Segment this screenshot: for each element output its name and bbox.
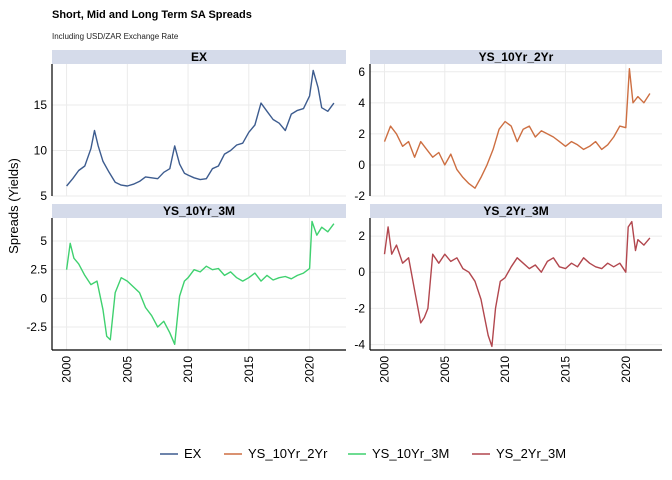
y-tick-label: -2 [354,301,365,315]
x-tick-label: 2000 [377,356,391,383]
legend-label: YS_10Yr_3M [372,446,449,461]
strip-label: EX [191,50,207,64]
legend: EX YS_10Yr_2Yr YS_10Yr_3M YS_2Yr_3M [160,446,566,461]
strip-background [52,204,346,218]
x-tick-label: 2010 [498,356,512,383]
chart-subtitle: Including USD/ZAR Exchange Rate [52,32,179,41]
x-tick-label: 2000 [60,356,74,383]
panel-2: YS_10Yr_3M -2.5 0 2.5 5 2000 2005 2010 2015 2020 [26,204,346,383]
y-axis-title: Spreads (Yields) [6,158,21,254]
y-tick-label: -2 [354,189,365,203]
x-tick-label: 2020 [619,356,633,383]
panels-group: EX 5 10 15 YS_10Yr_2Yr -2 0 2 4 6 YS_10Yr_3M -2.5 0 2… [26,50,662,383]
strip-label: YS_10Yr_2Yr [479,50,554,64]
legend-label: YS_2Yr_3M [496,446,566,461]
y-tick-label: 0 [40,291,47,305]
strip-label: YS_2Yr_3M [483,204,548,218]
y-tick-label: 4 [358,96,365,110]
x-tick-label: 2015 [242,356,256,383]
strip-background [370,50,662,64]
x-tick-label: 2015 [558,356,572,383]
y-tick-label: 6 [358,65,365,79]
y-tick-label: 2.5 [30,263,47,277]
legend-item-EX: EX [160,446,202,461]
series-line-YS_2Yr_3M [383,220,651,348]
y-tick-label: 2 [358,229,365,243]
y-tick-label: 0 [358,158,365,172]
strip-background [52,50,346,64]
panel-0: EX 5 10 15 [34,50,346,203]
y-tick-label: 10 [34,143,48,157]
y-tick-label: 0 [358,265,365,279]
y-tick-label: 15 [34,98,48,112]
legend-label: EX [184,446,202,461]
x-tick-label: 2005 [120,356,134,383]
x-tick-label: 2010 [181,356,195,383]
y-tick-label: -2.5 [26,320,47,334]
x-tick-label: 2020 [303,356,317,383]
y-tick-label: -4 [354,338,365,352]
y-tick-label: 5 [40,234,47,248]
panel-3: YS_2Yr_3M -4 -2 0 2 2000 2005 2010 2015 2020 [354,204,662,383]
series-line-EX [66,69,335,187]
legend-item-YS_10Yr_2Yr: YS_10Yr_2Yr [224,446,328,461]
series-line-YS_10Yr_2Yr [383,68,651,189]
strip-background [370,204,662,218]
x-tick-label: 2005 [438,356,452,383]
legend-item-YS_2Yr_3M: YS_2Yr_3M [472,446,566,461]
series-line-YS_10Yr_3M [65,220,335,345]
chart-title: Short, Mid and Long Term SA Spreads [52,9,252,21]
legend-item-YS_10Yr_3M: YS_10Yr_3M [348,446,449,461]
panel-1: YS_10Yr_2Yr -2 0 2 4 6 [354,50,662,203]
y-tick-label: 5 [40,189,47,203]
strip-label: YS_10Yr_3M [163,204,235,218]
y-tick-label: 2 [358,127,365,141]
legend-label: YS_10Yr_2Yr [248,446,328,461]
